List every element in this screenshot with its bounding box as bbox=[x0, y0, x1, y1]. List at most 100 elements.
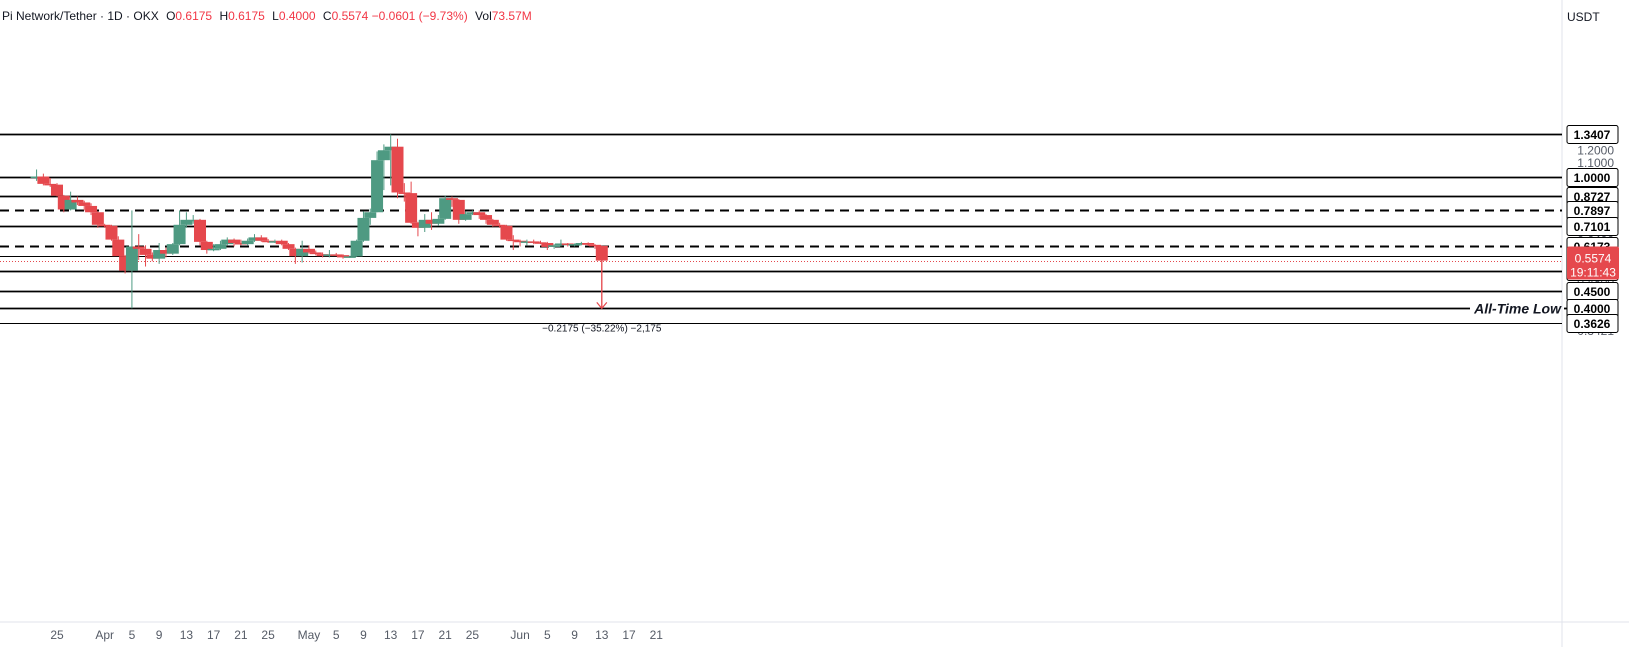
candle-body bbox=[57, 195, 70, 210]
candle-body bbox=[486, 219, 499, 225]
x-tick-label: 9 bbox=[156, 628, 163, 642]
level-label-box bbox=[1566, 314, 1619, 333]
candle-body bbox=[398, 192, 411, 194]
x-tick-label: 13 bbox=[595, 628, 609, 642]
candle-body bbox=[371, 160, 384, 213]
candle-body bbox=[377, 150, 390, 161]
level-label: 0.7101 bbox=[1574, 220, 1611, 234]
candle-body bbox=[255, 237, 268, 241]
candle-body bbox=[568, 244, 581, 246]
level-label: 0.4000 bbox=[1574, 302, 1611, 316]
x-tick-label: 13 bbox=[384, 628, 398, 642]
candle-body bbox=[439, 198, 452, 219]
candle-body bbox=[309, 252, 322, 255]
low-label: L bbox=[272, 9, 279, 23]
candle-body bbox=[507, 239, 520, 242]
candle-body bbox=[275, 240, 288, 245]
candle-body bbox=[268, 241, 281, 243]
candle-body bbox=[132, 246, 145, 249]
candle-body bbox=[418, 219, 431, 228]
x-tick-label: 5 bbox=[129, 628, 136, 642]
candle-body bbox=[296, 248, 309, 257]
candle-body bbox=[493, 224, 506, 227]
high-label: H bbox=[219, 9, 229, 23]
y-tick-label: 1.1000 bbox=[1577, 156, 1614, 170]
candle-body bbox=[514, 240, 527, 243]
candle-body bbox=[337, 255, 350, 258]
candle-body bbox=[527, 241, 540, 243]
candle-body bbox=[282, 244, 295, 249]
candle-body bbox=[234, 242, 247, 245]
x-tick-label: 13 bbox=[180, 628, 194, 642]
candle-body bbox=[459, 214, 472, 220]
candle-body bbox=[432, 218, 445, 224]
candle-body bbox=[71, 199, 84, 203]
candle-body bbox=[520, 241, 533, 243]
symbol-header: Pi Network/Tether · 1D · OKX O0.6175 H0.… bbox=[2, 9, 532, 23]
candle-body bbox=[425, 219, 438, 224]
candle-body bbox=[64, 199, 77, 210]
x-tick-label: 21 bbox=[234, 628, 248, 642]
candle-body bbox=[139, 248, 152, 255]
candle-body bbox=[180, 219, 193, 225]
all-time-low-annotation: All-Time Low bbox=[1473, 301, 1562, 317]
candle-body bbox=[207, 248, 220, 251]
candle-body bbox=[405, 193, 418, 223]
candle-body bbox=[330, 254, 343, 256]
candle-body bbox=[548, 245, 561, 247]
candle-body bbox=[153, 250, 166, 259]
candle-body bbox=[302, 248, 315, 253]
volume-label: Vol bbox=[475, 9, 492, 23]
candle-body bbox=[30, 176, 43, 178]
candle-body bbox=[262, 240, 275, 243]
x-tick-label: Jun bbox=[510, 628, 529, 642]
candle-body bbox=[85, 205, 98, 213]
high-value: 0.6175 bbox=[228, 9, 265, 23]
candle-body bbox=[146, 254, 159, 259]
candle-body bbox=[248, 237, 261, 241]
candle-body bbox=[98, 224, 111, 227]
candle-body bbox=[241, 240, 254, 245]
candle-body bbox=[480, 215, 493, 220]
open-label: O bbox=[166, 9, 176, 23]
measure-arrow-head bbox=[596, 301, 608, 310]
candle-body bbox=[466, 212, 479, 215]
candle-body bbox=[357, 217, 370, 241]
candle-body bbox=[228, 239, 241, 243]
candle-body bbox=[323, 254, 336, 257]
level-label: 0.3626 bbox=[1574, 317, 1611, 331]
candle-body bbox=[194, 219, 207, 242]
level-label: 1.3407 bbox=[1574, 128, 1611, 142]
current-price-badge bbox=[1567, 246, 1619, 280]
candle-body bbox=[588, 244, 601, 247]
candle-body bbox=[37, 176, 50, 184]
candle-body bbox=[350, 240, 363, 257]
x-tick-label: 5 bbox=[333, 628, 340, 642]
candle-body bbox=[78, 202, 91, 206]
currency-label[interactable]: USDT bbox=[1567, 10, 1600, 24]
y-tick-label: 1.2000 bbox=[1577, 143, 1614, 157]
x-tick-label: 9 bbox=[360, 628, 367, 642]
candle-body bbox=[91, 212, 104, 225]
candle-body bbox=[289, 248, 302, 257]
candle-body bbox=[473, 212, 486, 216]
x-tick-label: 17 bbox=[207, 628, 221, 642]
level-label: 1.0000 bbox=[1574, 171, 1611, 185]
x-tick-label: 17 bbox=[411, 628, 425, 642]
x-tick-label: Apr bbox=[95, 628, 114, 642]
candle-body bbox=[575, 242, 588, 245]
current-price-label: 0.5574 bbox=[1575, 252, 1612, 266]
change-value: −0.0601 (−9.73%) bbox=[371, 9, 468, 23]
candle-body bbox=[187, 219, 200, 222]
candle-body bbox=[391, 146, 404, 193]
open-value: 0.6175 bbox=[175, 9, 213, 23]
candle-body bbox=[221, 239, 234, 245]
candle-body bbox=[214, 244, 227, 249]
x-tick-label: 25 bbox=[466, 628, 480, 642]
candle-body bbox=[112, 239, 125, 257]
level-label: 0.7897 bbox=[1574, 204, 1611, 218]
x-tick-label: 9 bbox=[571, 628, 578, 642]
candle-body bbox=[44, 183, 57, 186]
candle-body bbox=[125, 246, 138, 271]
